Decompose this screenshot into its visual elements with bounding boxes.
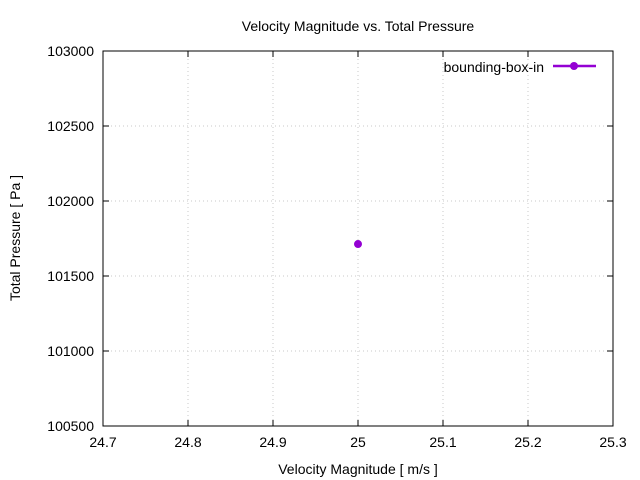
data-point (354, 240, 362, 249)
x-tick-label: 25 (350, 434, 366, 450)
legend-point (570, 62, 578, 70)
y-tick-label: 102000 (47, 193, 94, 209)
ticks: 24.7 24.8 24.9 25 25.1 25.2 25.3 100500 101000 10… (47, 43, 627, 450)
legend-label: bounding-box-in (444, 59, 544, 75)
x-tick-label: 25.3 (599, 434, 626, 450)
x-axis-label: Velocity Magnitude [ m/s ] (278, 461, 438, 477)
grid (103, 51, 613, 426)
plot-border (102, 50, 614, 427)
legend: bounding-box-in (444, 59, 596, 75)
y-tick-label: 101500 (47, 268, 94, 284)
y-tick-label: 101000 (47, 343, 94, 359)
y-tick-label: 102500 (47, 118, 94, 134)
y-tick-label: 100500 (47, 418, 94, 434)
x-tick-label: 25.1 (429, 434, 456, 450)
y-tick-label: 103000 (47, 43, 94, 59)
y-axis-label: Total Pressure [ Pa ] (7, 175, 23, 301)
x-tick-label: 25.2 (514, 434, 541, 450)
points (354, 240, 362, 249)
x-tick-label: 24.9 (259, 434, 286, 450)
x-tick-label: 24.7 (89, 434, 116, 450)
x-tick-label: 24.8 (174, 434, 201, 450)
chart-title: Velocity Magnitude vs. Total Pressure (242, 18, 475, 34)
